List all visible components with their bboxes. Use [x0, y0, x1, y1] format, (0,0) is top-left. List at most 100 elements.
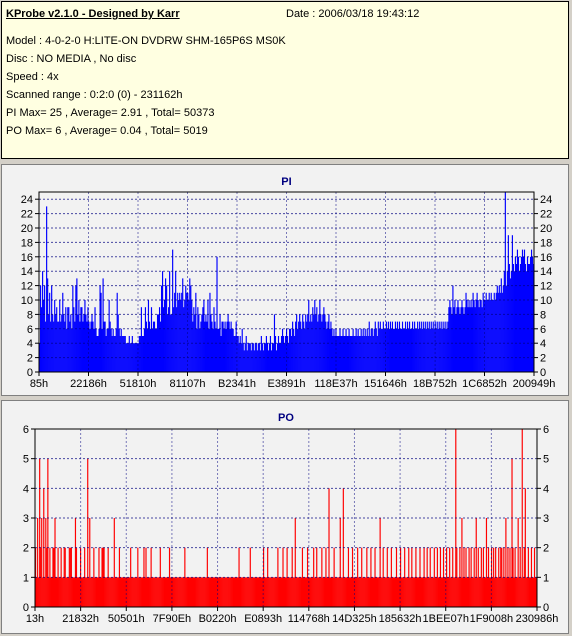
pi-bar: [303, 321, 305, 372]
po-bar: [303, 577, 306, 607]
po-bar: [74, 518, 77, 607]
pi-bar: [329, 328, 331, 372]
pi-ytick-label: 12: [21, 281, 33, 293]
pi-bar: [290, 328, 292, 372]
po-bar: [251, 577, 253, 607]
pi-bar: [364, 328, 366, 372]
pi-bar: [472, 292, 474, 372]
pi-bar: [352, 328, 354, 372]
po-bar: [449, 547, 451, 607]
po-bar: [181, 577, 183, 607]
pi-bar: [61, 314, 63, 372]
po-bar: [246, 577, 248, 607]
pi-bar: [107, 328, 109, 372]
po-bar: [65, 577, 67, 607]
pi-bar: [161, 271, 164, 372]
pi-bar: [94, 307, 96, 372]
po-bar: [471, 577, 473, 607]
pi-bar: [475, 300, 477, 372]
pi-bar: [173, 307, 175, 372]
pi-bar: [225, 328, 227, 372]
po-bar: [284, 577, 286, 607]
pi-bar: [209, 292, 211, 372]
po-bar: [90, 577, 92, 607]
pi-bar: [191, 300, 193, 372]
pi-bar: [256, 350, 258, 372]
pi-bar: [218, 328, 220, 372]
po-bar: [384, 577, 386, 607]
pi-bar: [524, 264, 527, 372]
po-bar: [361, 547, 363, 607]
pi-bar: [292, 321, 294, 372]
pi-bar: [499, 292, 501, 372]
pi-bar: [333, 328, 335, 372]
po-bar: [358, 577, 360, 607]
po-bar: [247, 577, 249, 607]
po-ytick-label: 0: [543, 602, 549, 614]
po-bar: [481, 577, 483, 607]
po-bar: [173, 577, 175, 607]
pi-bar: [111, 336, 113, 372]
pi-xtick-label: 22186h: [70, 378, 107, 390]
po-xtick-label: B0220h: [199, 613, 237, 625]
pi-bar: [509, 278, 511, 372]
pi-bar: [128, 336, 130, 372]
po-bar: [440, 577, 443, 607]
po-bar: [183, 577, 185, 607]
po-bar: [49, 547, 51, 607]
pi-bar: [157, 314, 160, 372]
po-bar: [479, 577, 481, 607]
po-bar: [149, 577, 151, 607]
pi-bar: [384, 328, 386, 372]
pi-bar: [65, 307, 67, 372]
po-bar: [285, 577, 287, 607]
pi-bar: [151, 328, 154, 372]
pi-bar: [382, 321, 384, 372]
pi-ytick-label: 20: [21, 223, 33, 235]
po-bar: [462, 577, 464, 607]
pi-bar: [445, 321, 447, 372]
po-bar: [145, 547, 147, 607]
po-bar: [534, 577, 537, 607]
po-bar: [96, 577, 98, 607]
po-bar: [194, 577, 196, 607]
po-bar: [62, 577, 64, 607]
po-bar: [155, 577, 157, 607]
pi-bar: [409, 328, 412, 372]
pi-bar: [78, 300, 80, 372]
pi-bar: [253, 350, 255, 372]
pi-bar: [378, 328, 380, 372]
pi-bar: [327, 321, 329, 372]
pi-bar: [70, 314, 72, 372]
pi-bar: [207, 300, 209, 372]
po-bar: [141, 577, 143, 607]
pi-bar: [518, 271, 521, 372]
po-bar: [113, 518, 115, 607]
pi-bar: [57, 321, 59, 372]
po-bar: [412, 577, 414, 607]
po-bar: [447, 577, 449, 607]
pi-bar: [512, 264, 514, 372]
po-bar: [93, 547, 95, 607]
po-bar: [228, 577, 230, 607]
pi-ytick-label: 6: [27, 324, 33, 336]
po-bar: [310, 577, 312, 607]
pi-bar: [73, 307, 75, 372]
po-bar: [220, 577, 222, 607]
pi-bar: [415, 328, 417, 372]
po-bar: [484, 577, 487, 607]
po-bar: [131, 577, 133, 607]
pi-bar: [334, 336, 336, 372]
pi-bar: [82, 321, 84, 372]
po-bar: [406, 577, 408, 607]
po-bar: [429, 547, 431, 607]
pi-bar: [202, 307, 204, 372]
po-bar: [219, 577, 221, 607]
pi-bar: [432, 328, 434, 372]
pi-bar: [357, 328, 359, 372]
pi-bar: [523, 249, 526, 372]
pi-bar: [316, 307, 318, 372]
po-bar: [420, 577, 422, 607]
pi-bar: [84, 300, 86, 372]
po-bar: [88, 577, 90, 607]
